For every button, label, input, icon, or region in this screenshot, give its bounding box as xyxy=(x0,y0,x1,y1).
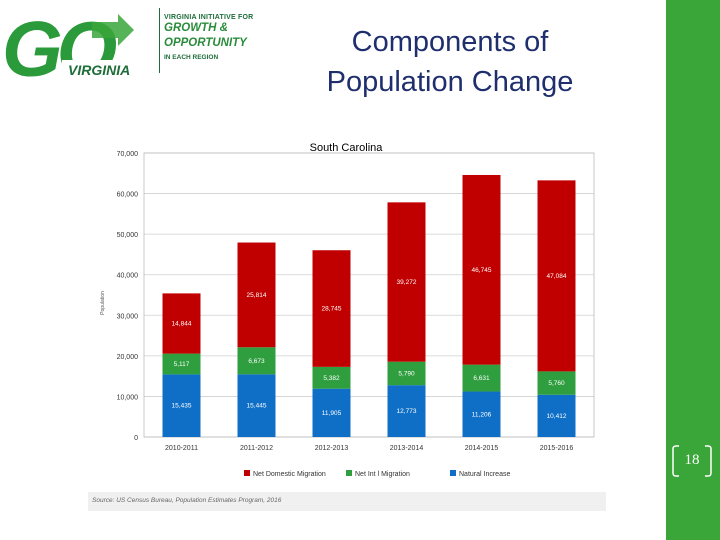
y-tick-label: 30,000 xyxy=(117,313,139,320)
bar-net-domestic-migration xyxy=(537,180,576,372)
logo-tagline-1: VIRGINIA INITIATIVE FOR xyxy=(164,14,254,21)
bar-natural-increase xyxy=(312,388,351,437)
data-label: 6,631 xyxy=(473,375,490,382)
page-number-brackets xyxy=(672,445,712,477)
data-label: 15,445 xyxy=(247,403,267,410)
bar-natural-increase xyxy=(162,374,201,437)
legend-label: Net Int l Migration xyxy=(355,471,410,478)
page-number: 18 xyxy=(684,452,700,468)
data-label: 5,117 xyxy=(174,361,190,368)
data-label: 5,760 xyxy=(548,380,565,387)
legend-label: Net Domestic Migration xyxy=(253,471,326,478)
data-label: 10,412 xyxy=(547,413,567,420)
y-tick-label: 10,000 xyxy=(117,394,139,401)
go-virginia-logo: GO VIRGINIA xyxy=(2,5,142,85)
data-label: 11,206 xyxy=(472,411,492,418)
y-tick-label: 40,000 xyxy=(117,273,139,280)
data-label: 5,790 xyxy=(398,370,415,377)
bar-natural-increase xyxy=(237,374,276,437)
plot-area-border xyxy=(143,152,595,438)
data-label: 11,905 xyxy=(322,410,342,417)
data-label: 46,745 xyxy=(472,267,492,274)
x-tick-label: 2015-2016 xyxy=(540,445,574,452)
bar-net-domestic-migration xyxy=(162,293,201,354)
logo-tagline-4: IN EACH REGION xyxy=(164,54,219,61)
chart-title: South Carolina xyxy=(310,142,384,154)
y-tick-label: 70,000 xyxy=(117,151,139,158)
bar-net-domestic-migration xyxy=(462,174,501,365)
x-tick-label: 2014-2015 xyxy=(465,445,499,452)
slide-title-line-2: Population Change xyxy=(326,66,574,98)
y-tick-label: 20,000 xyxy=(117,354,139,361)
chart-footer xyxy=(88,492,606,511)
x-tick-label: 2013-2014 xyxy=(390,445,424,452)
y-tick-label: 60,000 xyxy=(117,192,139,199)
data-label: 14,844 xyxy=(172,321,192,328)
bar-net-int-l-migration xyxy=(237,347,276,375)
data-label: 12,773 xyxy=(397,408,417,415)
bar-net-int-l-migration xyxy=(312,366,351,389)
data-label: 15,435 xyxy=(172,403,192,410)
y-tick-label: 50,000 xyxy=(117,232,139,239)
logo-region-band xyxy=(62,60,142,78)
logo-region: VIRGINIA xyxy=(68,62,130,78)
logo-arrows-icon xyxy=(92,14,134,46)
bar-net-domestic-migration xyxy=(237,242,276,348)
bar-natural-increase xyxy=(537,394,576,437)
legend-label: Natural Increase xyxy=(459,471,510,478)
bar-net-int-l-migration xyxy=(462,364,501,392)
y-axis-label: Population xyxy=(100,291,106,315)
data-label: 25,814 xyxy=(247,292,267,299)
legend-swatch xyxy=(346,470,352,476)
logo-divider xyxy=(159,8,160,73)
population-change-chart: South Carolina Population 0 10,000 20,000 3… xyxy=(100,142,595,478)
data-label: 39,272 xyxy=(397,279,417,286)
x-tick-label: 2011-2012 xyxy=(240,445,273,452)
bar-net-int-l-migration xyxy=(387,361,426,386)
data-label: 5,382 xyxy=(323,375,340,382)
bar-net-domestic-migration xyxy=(387,202,426,362)
data-label: 6,673 xyxy=(248,358,265,365)
chart-source: Source: US Census Bureau, Population Est… xyxy=(92,497,282,504)
y-tick-label: 0 xyxy=(134,435,138,442)
legend-swatch xyxy=(450,470,456,476)
legend-swatch xyxy=(244,470,250,476)
slide-title: Components of Population Change xyxy=(300,22,600,102)
bar-net-int-l-migration xyxy=(537,371,576,395)
data-label: 47,084 xyxy=(547,273,567,280)
bar-natural-increase xyxy=(387,385,426,437)
data-label: 28,745 xyxy=(322,306,342,313)
x-tick-label: 2012-2013 xyxy=(315,445,349,452)
slide-title-line-1: Components of xyxy=(351,26,549,58)
bar-natural-increase xyxy=(462,391,501,437)
bar-net-int-l-migration xyxy=(162,353,201,375)
bar-net-domestic-migration xyxy=(312,250,351,367)
logo-tagline-3: OPPORTUNITY xyxy=(164,37,247,49)
x-tick-label: 2010-2011 xyxy=(165,445,198,452)
logo-tagline-2: GROWTH & xyxy=(164,22,228,34)
